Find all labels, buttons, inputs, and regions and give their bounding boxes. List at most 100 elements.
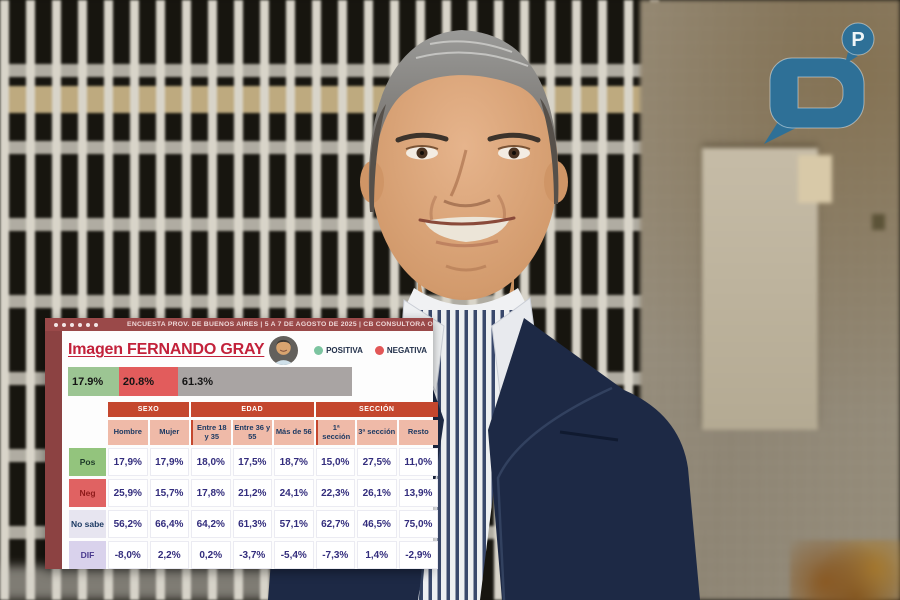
eyebrow-left [395, 132, 449, 143]
table-cell: 62,7% [315, 510, 355, 538]
col-header: Entre 18 y 35 [191, 420, 231, 445]
logo-p-badge [841, 22, 875, 56]
bar-segment-nosabe: 61.3% [177, 367, 352, 396]
table-cell: 24,1% [274, 479, 314, 507]
chin-crease [445, 264, 487, 272]
eye-right-pupil [512, 151, 516, 155]
avatar-portrait [269, 335, 299, 365]
card-left-strip [45, 331, 62, 569]
negativa-dot-icon [374, 345, 384, 355]
col-header: Más de 56 [274, 420, 314, 445]
logo-p-tail [845, 52, 858, 64]
hair-side-right [540, 98, 559, 204]
col-header: 3ª sección [357, 420, 397, 445]
table-cell: 64,2% [191, 510, 231, 538]
legend-label: POSITIVA [326, 345, 363, 355]
table-corner [69, 402, 106, 417]
group-header-edad: EDAD [191, 402, 314, 417]
eyebrow-right [487, 132, 541, 143]
table-cell: 1,4% [357, 541, 397, 569]
row-label-neg: Neg [69, 479, 106, 507]
table-cell: 18,7% [274, 448, 314, 476]
table-cell: -5,4% [274, 541, 314, 569]
bar-value: 61.3% [181, 375, 214, 388]
poll-card: ENCUESTA PROV. DE BUENOS AIRES | 5 A 7 D… [45, 318, 438, 569]
table-cell: 46,5% [357, 510, 397, 538]
bar-segment-positiva: 17.9% [68, 367, 119, 396]
col-header: 1ª sección [315, 420, 355, 445]
table-cell: 66,4% [149, 510, 189, 538]
table-cell: 17,9% [149, 448, 189, 476]
jacket-pocket [559, 430, 619, 442]
col-header: Entre 36 y 55 [232, 420, 272, 445]
hair [368, 30, 559, 212]
table-cell: 17,9% [108, 448, 148, 476]
col-header: Hombre [108, 420, 148, 445]
table-cell: 0,2% [191, 541, 231, 569]
table-cell: -7,3% [315, 541, 355, 569]
logo-d-icon [769, 57, 865, 129]
face [370, 36, 558, 300]
table-cell: 13,9% [398, 479, 438, 507]
dry-leaves [790, 540, 900, 600]
logo-p-letter: P [851, 29, 864, 51]
table-cell: 27,5% [357, 448, 397, 476]
legend-item-positiva: POSITIVA [314, 345, 363, 355]
table-cell: 17,5% [232, 448, 272, 476]
table-cell: 11,0% [398, 448, 438, 476]
table-cell: -3,7% [232, 541, 272, 569]
nostrils [443, 198, 491, 208]
bar-segment-negativa: 20.8% [118, 367, 178, 396]
table-cell: 15,7% [149, 479, 189, 507]
eye-left-pupil [420, 151, 424, 155]
legend-item-negativa: NEGATIVA [374, 345, 427, 355]
table-cell: 15,0% [315, 448, 355, 476]
table-cell: 17,8% [191, 479, 231, 507]
group-header-sexo: SEXO [108, 402, 189, 417]
avatar [269, 335, 299, 365]
row-label-pos: Pos [69, 448, 106, 476]
table-cell: 18,0% [191, 448, 231, 476]
card-top-strip: ENCUESTA PROV. DE BUENOS AIRES | 5 A 7 D… [45, 318, 433, 331]
hair-streak [415, 40, 529, 67]
lower-lip [435, 239, 499, 248]
col-header: Resto [398, 420, 438, 445]
table-cell: 75,0% [398, 510, 438, 538]
poll-table: SEXO EDAD SECCIÓN Hombre Mujer Entre 18 … [69, 402, 438, 569]
table-cell: -8,0% [108, 541, 148, 569]
table-cell: 22,3% [315, 479, 355, 507]
positiva-dot-icon [314, 345, 324, 355]
wall-light-patch [798, 155, 832, 203]
title-row: Imagen FERNANDO GRAY POSITIVA [68, 335, 433, 365]
stacked-bar: 17.9% 20.8% 61.3% [68, 367, 352, 396]
jacket-right [488, 318, 700, 600]
eyelid-right [497, 145, 531, 150]
legend-label: NEGATIVA [386, 345, 427, 355]
card-content: Imagen FERNANDO GRAY POSITIVA [62, 331, 438, 569]
col-header: Mujer [149, 420, 189, 445]
table-cell: 2,2% [149, 541, 189, 569]
eyelid-left [405, 145, 439, 150]
table-cell: 25,9% [108, 479, 148, 507]
group-header-seccion: SECCIÓN [315, 402, 438, 417]
table-cell: 57,1% [274, 510, 314, 538]
poll-title: Imagen FERNANDO GRAY [68, 341, 265, 358]
window-dots [54, 322, 98, 327]
door-buzzer [872, 214, 885, 230]
survey-source-text: ENCUESTA PROV. DE BUENOS AIRES | 5 A 7 D… [127, 321, 433, 328]
hair-side-left [369, 104, 386, 212]
table-cell: 21,2% [232, 479, 272, 507]
table-cell: 26,1% [357, 479, 397, 507]
jacket-lapel-right [496, 386, 613, 600]
row-label-nosabe: No sabe [69, 510, 106, 538]
table-cell: 56,2% [108, 510, 148, 538]
nose [449, 149, 468, 197]
diario-popular-logo: P [764, 22, 875, 144]
table-cell: -2,9% [398, 541, 438, 569]
bar-value: 17.9% [72, 375, 104, 388]
upper-lip [418, 216, 516, 226]
table-corner [69, 420, 106, 445]
table-cell: 61,3% [232, 510, 272, 538]
row-label-dif: DIF [69, 541, 106, 569]
